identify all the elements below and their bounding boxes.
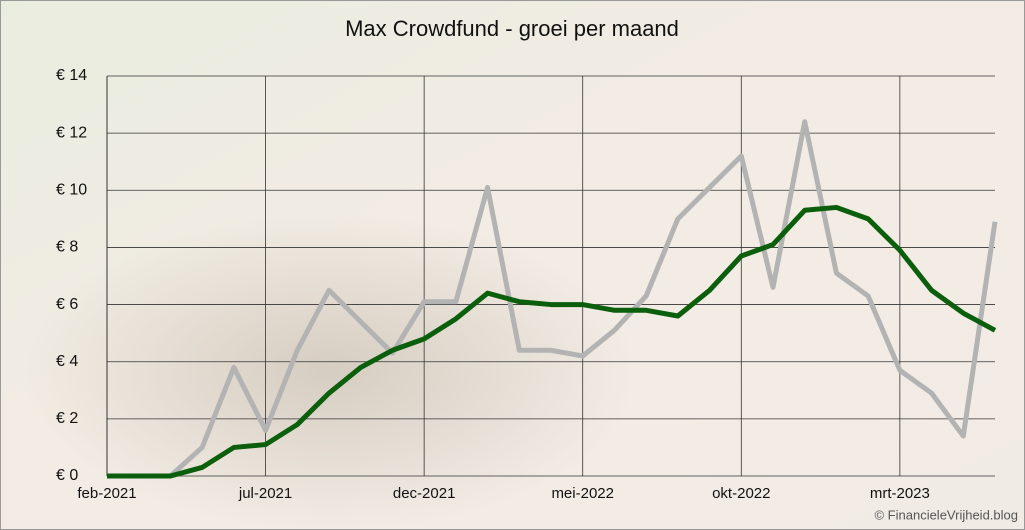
x-tick-label: jul-2021 xyxy=(238,485,292,502)
series-line xyxy=(107,204,997,479)
x-tick-label: mrt-2023 xyxy=(870,485,930,502)
y-tick-label: € 6 xyxy=(56,296,78,313)
x-tick-label: feb-2021 xyxy=(77,485,136,502)
y-tick-label: € 12 xyxy=(56,124,87,141)
x-tick-label: mei-2022 xyxy=(551,485,614,502)
y-tick-label: € 4 xyxy=(56,353,78,370)
series-line xyxy=(107,119,998,479)
x-tick-label: dec-2021 xyxy=(393,485,456,502)
y-tick-label: € 8 xyxy=(56,239,78,256)
chart-title: Max Crowdfund - groei per maand xyxy=(345,16,679,41)
copyright: © FinancieleVrijheid.blog xyxy=(874,507,1018,522)
y-tick-label: € 2 xyxy=(56,410,78,427)
x-tick-label: okt-2022 xyxy=(712,485,770,502)
y-tick-label: € 10 xyxy=(56,182,87,199)
y-tick-label: € 0 xyxy=(56,467,78,484)
y-tick-label: € 14 xyxy=(56,67,87,84)
